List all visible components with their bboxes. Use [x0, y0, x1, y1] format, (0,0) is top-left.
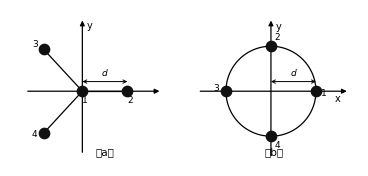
Text: 4: 4	[275, 141, 280, 150]
Point	[313, 90, 319, 93]
Point	[79, 90, 85, 93]
Point	[268, 135, 274, 138]
Text: d: d	[102, 69, 108, 78]
Text: y: y	[86, 21, 92, 31]
Text: 4: 4	[31, 130, 37, 139]
Text: 1: 1	[321, 89, 327, 98]
Text: y: y	[275, 22, 281, 32]
Text: x: x	[335, 94, 340, 104]
Point	[223, 90, 229, 93]
Point	[41, 48, 47, 51]
Text: 1: 1	[82, 96, 88, 105]
Text: 3: 3	[32, 40, 38, 49]
Text: d: d	[291, 69, 296, 78]
Text: （a）: （a）	[95, 147, 114, 157]
Point	[268, 45, 274, 48]
Text: 2: 2	[275, 33, 280, 42]
Text: 2: 2	[127, 96, 133, 105]
Text: （b）: （b）	[265, 147, 284, 157]
Point	[41, 132, 47, 134]
Point	[124, 90, 130, 93]
Text: 3: 3	[213, 84, 219, 93]
